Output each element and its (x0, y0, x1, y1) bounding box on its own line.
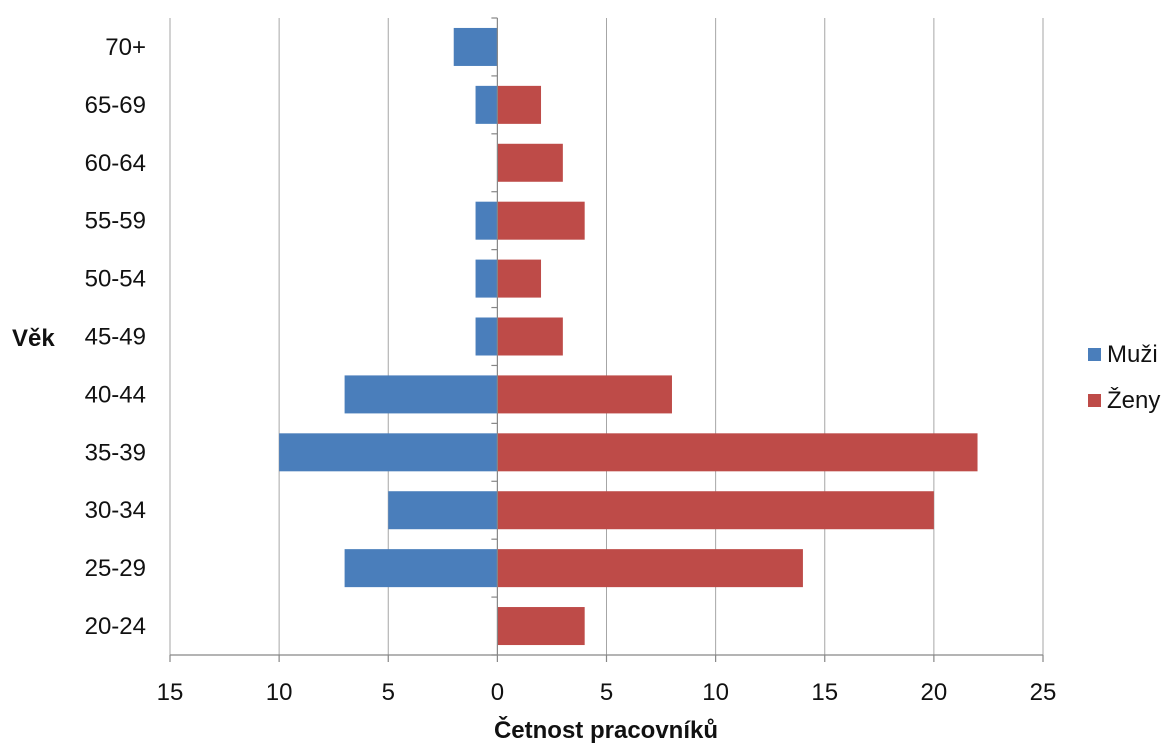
y-tick-label: 70+ (105, 34, 146, 61)
y-tick-label: 55-59 (85, 208, 146, 235)
bar-muži-45-49 (475, 317, 498, 356)
legend-swatch-ženy (1088, 394, 1101, 407)
bar-muži-35-39 (279, 433, 498, 472)
bar-muži-50-54 (475, 259, 498, 298)
y-tick-label: 65-69 (85, 92, 146, 119)
bar-muži-65-69 (475, 85, 498, 124)
bar-ženy-65-69 (497, 85, 542, 124)
x-tick-label: 20 (921, 679, 948, 706)
legend-label-ženy: Ženy (1107, 387, 1160, 414)
y-tick-label: 50-54 (85, 266, 146, 293)
legend-label-muži: Muži (1107, 341, 1158, 368)
bar-ženy-35-39 (497, 433, 978, 472)
y-tick-label: 35-39 (85, 439, 146, 466)
bar-muži-25-29 (344, 549, 498, 588)
x-axis-title: Četnost pracovníků (494, 716, 718, 744)
y-tick-label: 60-64 (85, 150, 146, 177)
bar-muži-55-59 (475, 201, 498, 240)
y-tick-label: 40-44 (85, 381, 146, 408)
legend-swatch-muži (1088, 348, 1101, 361)
x-tick-label: 0 (491, 679, 504, 706)
tick-labels: 15 10 5 0 5 10 15 20 25 20-24 25-29 30-34 35-39 40-44… (85, 34, 1057, 706)
x-tick-label: 25 (1030, 679, 1057, 706)
bar-muži-40-44 (344, 375, 498, 414)
x-tick-label: 10 (266, 679, 293, 706)
y-tick-label: 20-24 (85, 613, 146, 640)
axes (169, 17, 1044, 662)
bar-ženy-25-29 (497, 549, 803, 588)
x-tick-label: 15 (157, 679, 184, 706)
x-tick-label: 15 (811, 679, 838, 706)
bar-ženy-60-64 (497, 143, 563, 182)
y-tick-label: 45-49 (85, 324, 146, 351)
y-tick-label: 30-34 (85, 497, 146, 524)
x-tick-label: 5 (382, 679, 395, 706)
bar-ženy-30-34 (497, 491, 934, 530)
bar-ženy-20-24 (497, 607, 585, 646)
bar-muži-30-34 (388, 491, 498, 530)
bar-ženy-45-49 (497, 317, 563, 356)
bar-ženy-55-59 (497, 201, 585, 240)
gridlines (169, 18, 1044, 655)
x-tick-label: 5 (600, 679, 613, 706)
bars (279, 27, 978, 646)
x-tick-label: 10 (702, 679, 729, 706)
bar-ženy-50-54 (497, 259, 542, 298)
bar-muži-70+ (453, 27, 498, 66)
legend: Muži Ženy (1088, 341, 1160, 414)
y-axis-title: Věk (12, 325, 55, 352)
y-tick-label: 25-29 (85, 555, 146, 582)
bar-ženy-40-44 (497, 375, 672, 414)
